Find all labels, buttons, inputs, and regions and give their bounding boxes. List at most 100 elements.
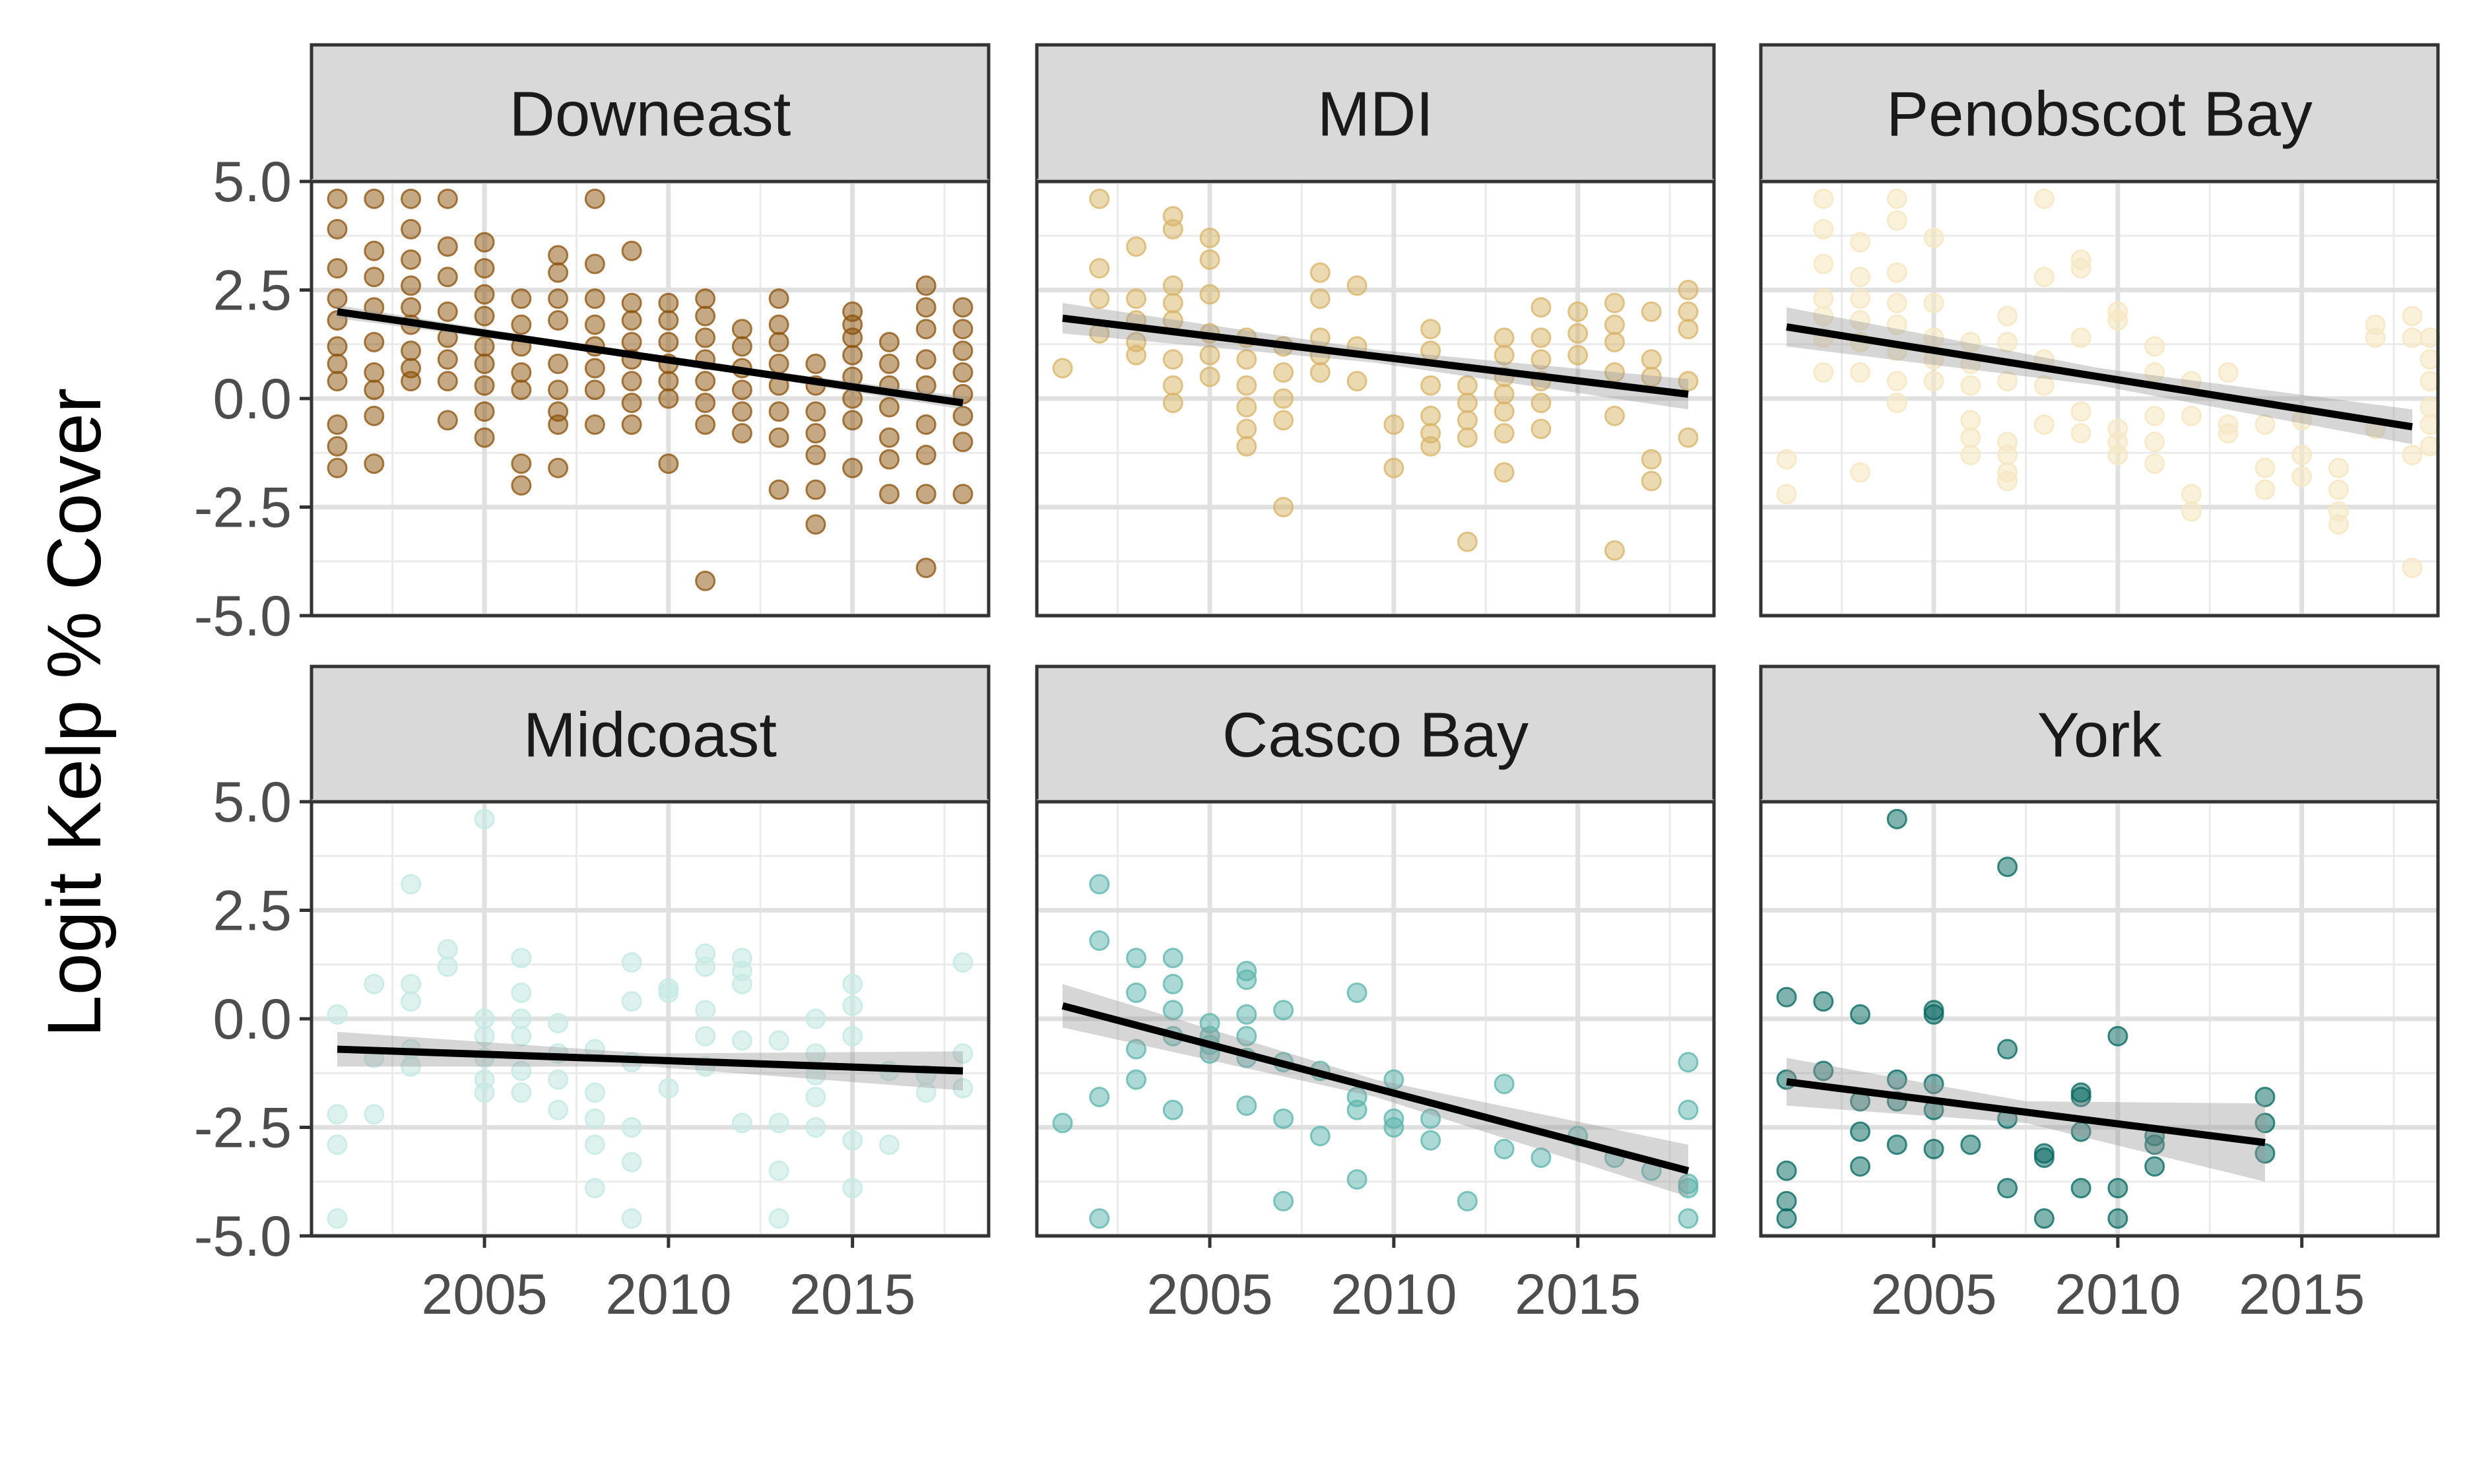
panel-border xyxy=(1035,179,1716,618)
facet-strip xyxy=(1759,43,2440,183)
data-point xyxy=(1678,427,1699,448)
x-tick-label: 2005 xyxy=(421,1263,547,1326)
data-point xyxy=(401,371,422,392)
data-point xyxy=(621,393,642,414)
data-point xyxy=(842,457,863,478)
data-point xyxy=(2402,558,2423,579)
data-point xyxy=(878,427,900,448)
trend-line xyxy=(337,307,964,407)
data-point xyxy=(2070,1178,2091,1199)
data-point xyxy=(1457,393,1478,414)
data-point xyxy=(2291,466,2313,487)
y-tick-label: 2.5 xyxy=(213,259,292,323)
data-point xyxy=(1236,436,1257,457)
data-point xyxy=(695,956,716,977)
trend-line xyxy=(1061,1002,1690,1175)
data-point xyxy=(548,288,569,309)
y-tick-label: -2.5 xyxy=(194,476,292,540)
data-point xyxy=(1346,371,1367,392)
data-point xyxy=(1162,349,1183,370)
data-point xyxy=(1813,188,1834,209)
data-point xyxy=(474,1008,495,1029)
data-point xyxy=(511,475,532,496)
data-point xyxy=(658,310,679,331)
data-point xyxy=(401,874,422,895)
data-point xyxy=(511,1082,532,1103)
data-point xyxy=(1199,284,1220,305)
facet-panel: York 2005 2010 2015 xyxy=(1759,664,2440,1326)
confidence-band xyxy=(1787,1058,2265,1182)
data-point xyxy=(1960,1134,1981,1155)
data-point xyxy=(327,1104,348,1125)
data-point xyxy=(1850,362,1871,383)
facet-strip xyxy=(1759,664,2440,804)
data-point xyxy=(1531,393,1552,414)
data-point xyxy=(915,484,937,505)
data-point xyxy=(1162,218,1183,240)
data-point xyxy=(1567,301,1589,322)
data-point xyxy=(695,306,716,327)
data-point xyxy=(364,1104,385,1125)
y-tick-label: 0.0 xyxy=(213,368,292,431)
data-point xyxy=(1309,1126,1331,1147)
data-point xyxy=(2107,1208,2128,1229)
data-point xyxy=(584,358,605,379)
data-point xyxy=(1494,423,1515,444)
facet-strip-label: MDI xyxy=(1317,79,1433,150)
data-point xyxy=(2033,1147,2055,1169)
data-point xyxy=(1531,327,1552,348)
data-point xyxy=(1494,327,1515,348)
data-point xyxy=(1886,1069,1907,1090)
data-point xyxy=(511,453,532,474)
data-point xyxy=(474,306,495,327)
data-point xyxy=(1273,410,1294,431)
data-point xyxy=(1457,531,1478,552)
data-point xyxy=(1776,1208,1797,1229)
data-point xyxy=(842,1025,863,1047)
data-point xyxy=(2144,432,2165,453)
data-point xyxy=(474,427,495,448)
data-point xyxy=(474,258,495,279)
data-point xyxy=(1997,1178,2018,1199)
data-point xyxy=(1457,410,1478,431)
data-point xyxy=(1494,1138,1515,1159)
data-point xyxy=(474,1082,495,1103)
data-point xyxy=(1813,218,1834,240)
data-point xyxy=(437,410,458,431)
data-point xyxy=(768,1160,789,1181)
data-point xyxy=(1850,1121,1871,1142)
data-point xyxy=(1420,1108,1441,1129)
data-point xyxy=(1126,983,1147,1004)
data-point xyxy=(584,288,605,309)
data-point xyxy=(1678,280,1699,300)
data-point xyxy=(805,479,826,500)
data-point xyxy=(1420,319,1441,340)
data-point xyxy=(1089,1086,1110,1107)
data-point xyxy=(1641,470,1662,492)
data-point xyxy=(1162,1000,1183,1021)
data-point xyxy=(842,1130,863,1151)
data-point xyxy=(548,379,569,401)
data-point xyxy=(474,401,495,422)
data-point xyxy=(842,1178,863,1199)
data-point xyxy=(437,301,458,322)
data-point xyxy=(584,379,605,401)
data-point xyxy=(1850,310,1871,331)
data-point xyxy=(1273,362,1294,383)
data-point xyxy=(658,983,679,1004)
data-point xyxy=(805,1117,826,1138)
data-point xyxy=(1960,375,1981,396)
data-point xyxy=(327,188,348,209)
data-point xyxy=(915,349,937,370)
data-point xyxy=(2181,405,2202,426)
data-point xyxy=(1813,362,1834,383)
data-point xyxy=(2107,310,2128,331)
data-point xyxy=(548,457,569,478)
data-point xyxy=(1923,1138,1944,1159)
data-point xyxy=(401,249,422,270)
data-point xyxy=(511,362,532,383)
data-point xyxy=(1199,344,1220,366)
data-point xyxy=(768,353,789,374)
x-tick-label: 2005 xyxy=(1146,1263,1272,1326)
data-point xyxy=(1886,808,1907,829)
